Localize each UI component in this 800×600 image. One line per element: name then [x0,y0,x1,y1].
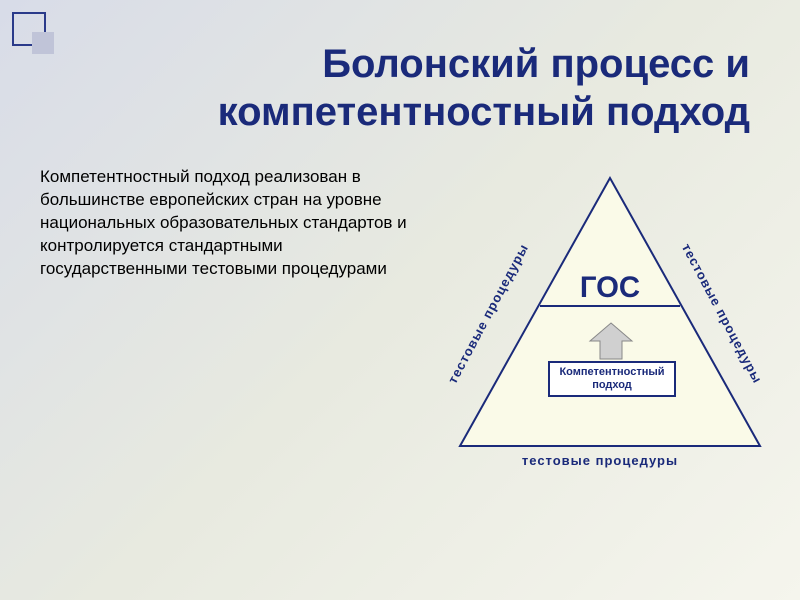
title-line-2: компетентностный подход [0,88,750,136]
title-line-1: Болонский процесс и [0,40,750,88]
comp-line-2: подход [552,379,672,392]
comp-line-1: Компетентностный [552,366,672,379]
bottom-label: тестовые процедуры [430,453,770,468]
up-arrow-icon [586,321,636,363]
content-area: Компетентностный подход реализован в бол… [0,136,800,486]
pyramid-diagram: ГОС Компетентностный подход тестовые про… [430,166,770,486]
slide-title: Болонский процесс и компетентностный под… [0,0,800,136]
competency-box: Компетентностный подход [548,361,676,397]
gos-label: ГОС [570,271,650,305]
body-text: Компетентностный подход реализован в бол… [40,166,410,486]
deco-inner-square [32,32,54,54]
